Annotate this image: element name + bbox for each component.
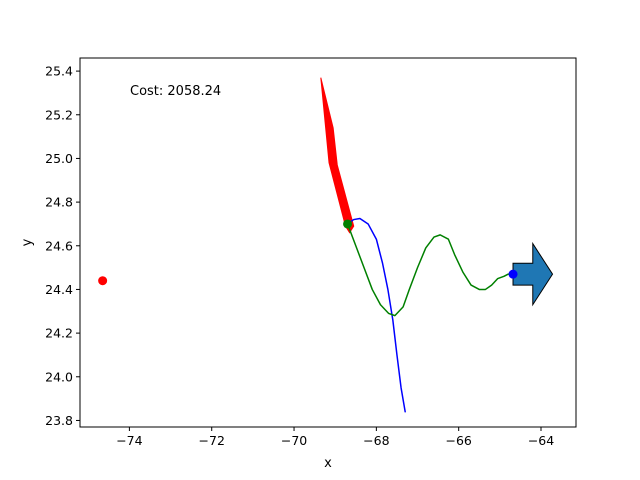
- x-tick-label: −66: [445, 433, 471, 448]
- y-tick-label: 25.0: [45, 151, 73, 166]
- y-tick-label: 24.2: [45, 326, 73, 341]
- y-tick-label: 24.4: [45, 282, 73, 297]
- plot-frame: [79, 57, 577, 428]
- green-path-line: [346, 223, 514, 317]
- y-ticks: 23.8 24.0 24.2 24.4 24.6 24.8 25.0 25.2 25.4: [45, 64, 80, 428]
- y-tick-label: 24.8: [45, 195, 73, 210]
- x-tick-label: −70: [281, 433, 307, 448]
- blue-path-line: [346, 217, 406, 413]
- heading-arrow-red: [320, 77, 355, 234]
- x-tick-label: −74: [116, 433, 142, 448]
- target-arrow: [512, 241, 554, 307]
- y-axis-label: y: [20, 238, 35, 246]
- blue-point: [508, 269, 518, 279]
- y-tick-label: 23.8: [45, 413, 73, 428]
- x-tick-label: −64: [528, 433, 554, 448]
- x-axis-label: x: [324, 456, 332, 471]
- data-layer: [98, 77, 554, 413]
- y-tick-label: 24.0: [45, 369, 73, 384]
- y-tick-label: 25.2: [45, 107, 73, 122]
- green-point: [343, 219, 353, 229]
- y-tick-label: 25.4: [45, 64, 73, 79]
- red-point: [98, 276, 108, 286]
- annotation-cost: Cost: 2058.24: [130, 84, 221, 99]
- y-tick-label: 24.6: [45, 238, 73, 253]
- x-tick-label: −68: [363, 433, 389, 448]
- x-ticks: −74 −72 −70 −68 −66 −64: [116, 427, 554, 448]
- x-tick-label: −72: [199, 433, 225, 448]
